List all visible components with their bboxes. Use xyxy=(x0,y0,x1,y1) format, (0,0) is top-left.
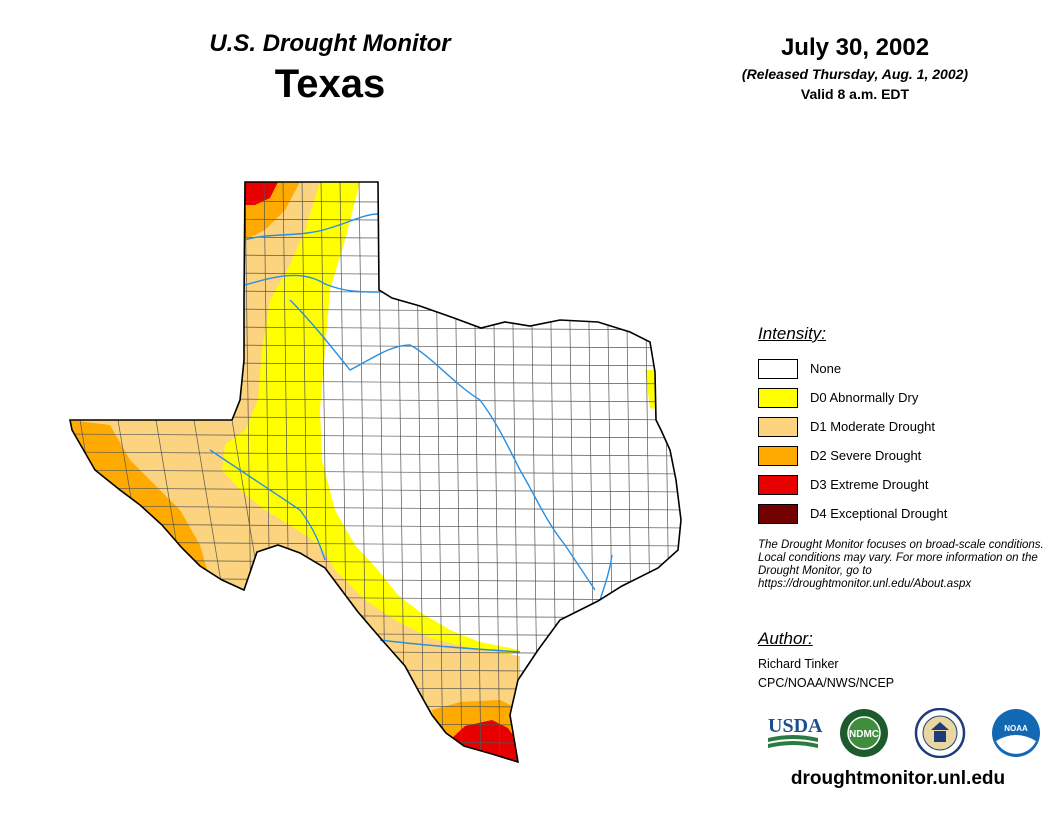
doc-seal-icon xyxy=(914,708,966,758)
area-d3-panhandle xyxy=(245,182,278,205)
legend-swatch-d3 xyxy=(758,474,798,495)
usda-logo-icon: USDA xyxy=(768,715,823,748)
legend-item-d1: D1 Moderate Drought xyxy=(758,412,1048,441)
trinity-river xyxy=(599,554,613,601)
legend-item-d3: D3 Extreme Drought xyxy=(758,470,1048,499)
rivers xyxy=(209,213,613,653)
county-line-west-3 xyxy=(193,419,225,601)
legend-label-d3: D3 Extreme Drought xyxy=(810,477,929,492)
county-line-h-15 xyxy=(70,469,681,475)
website-url[interactable]: droughtmonitor.unl.edu xyxy=(790,768,1006,789)
county-line-h-27 xyxy=(70,685,681,691)
release-note: (Released Thursday, Aug. 1, 2002) xyxy=(741,66,969,82)
ndmc-logo-icon: NDMC xyxy=(840,709,888,757)
legend-swatch-d2 xyxy=(758,445,798,466)
legend-title: Intensity: xyxy=(758,324,827,343)
legend-label-d2: D2 Severe Drought xyxy=(810,448,922,463)
county-line-h-16 xyxy=(70,487,681,493)
county-line-h-14 xyxy=(70,451,681,457)
legend-swatch-d0 xyxy=(758,387,798,408)
author-heading: Author: xyxy=(758,629,813,648)
author-name: Richard Tinker xyxy=(758,657,839,671)
red-river xyxy=(244,274,381,293)
product-title: U.S. Drought Monitor xyxy=(209,30,451,57)
legend: Intensity: None D0 Abnormally Dry D1 Mod… xyxy=(758,324,1048,528)
legend-label-d4: D4 Exceptional Drought xyxy=(810,506,948,521)
legend-item-d2: D2 Severe Drought xyxy=(758,441,1048,470)
noaa-logo-icon: NOAA xyxy=(992,709,1040,757)
county-line-h-18 xyxy=(70,523,681,529)
legend-swatch-d1 xyxy=(758,416,798,437)
county-line-h-29 xyxy=(70,721,681,727)
county-line-h-31 xyxy=(70,757,681,762)
author-org: CPC/NOAA/NWS/NCEP xyxy=(758,676,895,690)
area-d0-abnormally-dry xyxy=(70,182,520,670)
county-line-h-13 xyxy=(70,433,681,439)
legend-label-d1: D1 Moderate Drought xyxy=(810,419,936,434)
texas-drought-map xyxy=(69,181,682,764)
county-line-h-25 xyxy=(70,649,681,655)
county-line-h-17 xyxy=(70,505,681,511)
legend-label-none: None xyxy=(810,361,842,376)
legend-item-d4: D4 Exceptional Drought xyxy=(758,499,1048,528)
legend-label-d0: D0 Abnormally Dry xyxy=(810,390,919,405)
valid-time: Valid 8 a.m. EDT xyxy=(800,86,910,102)
region-title: Texas xyxy=(274,62,386,106)
county-line-h-26 xyxy=(70,667,681,673)
drought-areas xyxy=(70,182,681,762)
rio-grande-lower xyxy=(379,639,521,653)
title-block: U.S. Drought Monitor Texas xyxy=(160,28,500,107)
date-block: July 30, 2002 (Released Thursday, Aug. 1… xyxy=(700,34,1010,102)
legend-item-d0: D0 Abnormally Dry xyxy=(758,383,1048,412)
legend-swatch-none xyxy=(758,358,798,379)
texas-state-outline xyxy=(69,181,682,764)
disclaimer-text: The Drought Monitor focuses on broad-sca… xyxy=(758,539,1044,590)
legend-swatch-d4 xyxy=(758,503,798,524)
canadian-river xyxy=(244,213,379,241)
partner-logos: USDA NDMC NOAA xyxy=(768,708,1040,758)
usda-logo-text: USDA xyxy=(768,715,823,737)
pecos-river xyxy=(209,449,326,561)
ndmc-logo-text: NDMC xyxy=(849,729,879,740)
brazos-river xyxy=(289,299,596,591)
county-line-h-30 xyxy=(70,739,681,745)
county-line-h-28 xyxy=(70,703,681,709)
map-date: July 30, 2002 xyxy=(780,34,930,61)
legend-item-none: None xyxy=(758,354,1048,383)
noaa-logo-text: NOAA xyxy=(1004,724,1028,733)
